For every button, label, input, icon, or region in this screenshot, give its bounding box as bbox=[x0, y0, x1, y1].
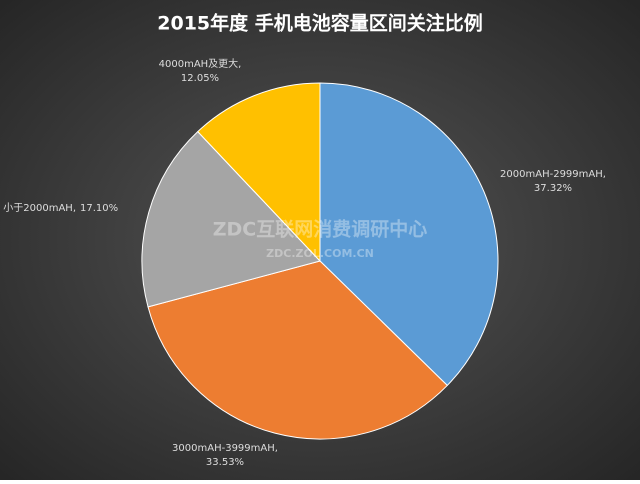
slice-value-label: 37.32% bbox=[534, 183, 572, 194]
slice-label: 小于2000mAH, bbox=[3, 202, 76, 214]
watermark: ZDC互联网消费调研中心 bbox=[213, 218, 428, 241]
slice-label: 3000mAH-3999mAH, bbox=[172, 443, 278, 454]
pie-slice bbox=[197, 82, 321, 263]
slice-value-label: 33.53% bbox=[206, 457, 244, 468]
slice-label: 4000mAH及更大, bbox=[159, 57, 242, 70]
slice-value-label: 12.05% bbox=[181, 73, 219, 84]
watermark: ZDC.ZOL.COM.CN bbox=[266, 247, 374, 260]
slice-value-label: 17.10% bbox=[80, 203, 118, 214]
pie-slice bbox=[147, 260, 448, 440]
pie-slice bbox=[319, 82, 499, 387]
chart-title: 2015年度 手机电池容量区间关注比例 bbox=[157, 12, 483, 35]
pie-slice bbox=[141, 130, 321, 308]
slice-label: 2000mAH-2999mAH, bbox=[500, 169, 606, 180]
